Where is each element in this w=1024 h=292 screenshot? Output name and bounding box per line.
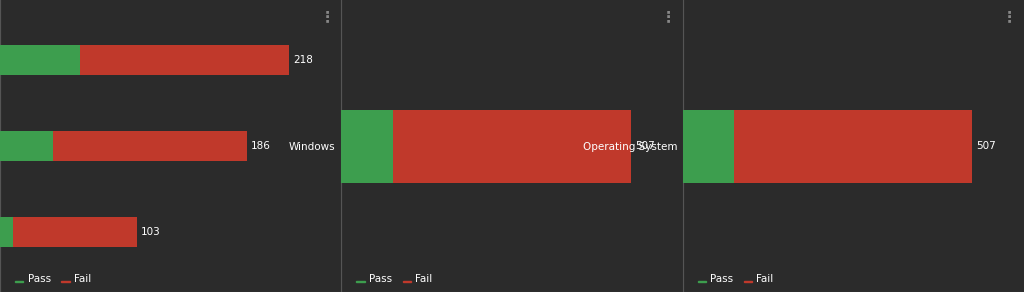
Bar xyxy=(341,110,392,182)
Bar xyxy=(13,217,136,247)
Bar xyxy=(0,131,53,161)
Text: 218: 218 xyxy=(294,55,313,65)
Text: 507: 507 xyxy=(976,141,996,151)
Text: 507: 507 xyxy=(635,141,654,151)
Bar xyxy=(53,131,247,161)
Bar xyxy=(80,45,289,75)
Text: ⋮: ⋮ xyxy=(660,9,676,24)
Text: ⋮: ⋮ xyxy=(319,9,335,24)
Text: 186: 186 xyxy=(251,141,271,151)
Bar xyxy=(0,45,80,75)
Legend: Pass, Fail: Pass, Fail xyxy=(12,271,94,287)
Legend: Pass, Fail: Pass, Fail xyxy=(353,271,435,287)
Bar xyxy=(734,110,972,182)
Text: 103: 103 xyxy=(141,227,161,237)
Text: ⋮: ⋮ xyxy=(1001,9,1017,24)
Bar xyxy=(392,110,631,182)
Bar xyxy=(683,110,734,182)
Bar xyxy=(0,217,13,247)
Legend: Pass, Fail: Pass, Fail xyxy=(694,271,777,287)
